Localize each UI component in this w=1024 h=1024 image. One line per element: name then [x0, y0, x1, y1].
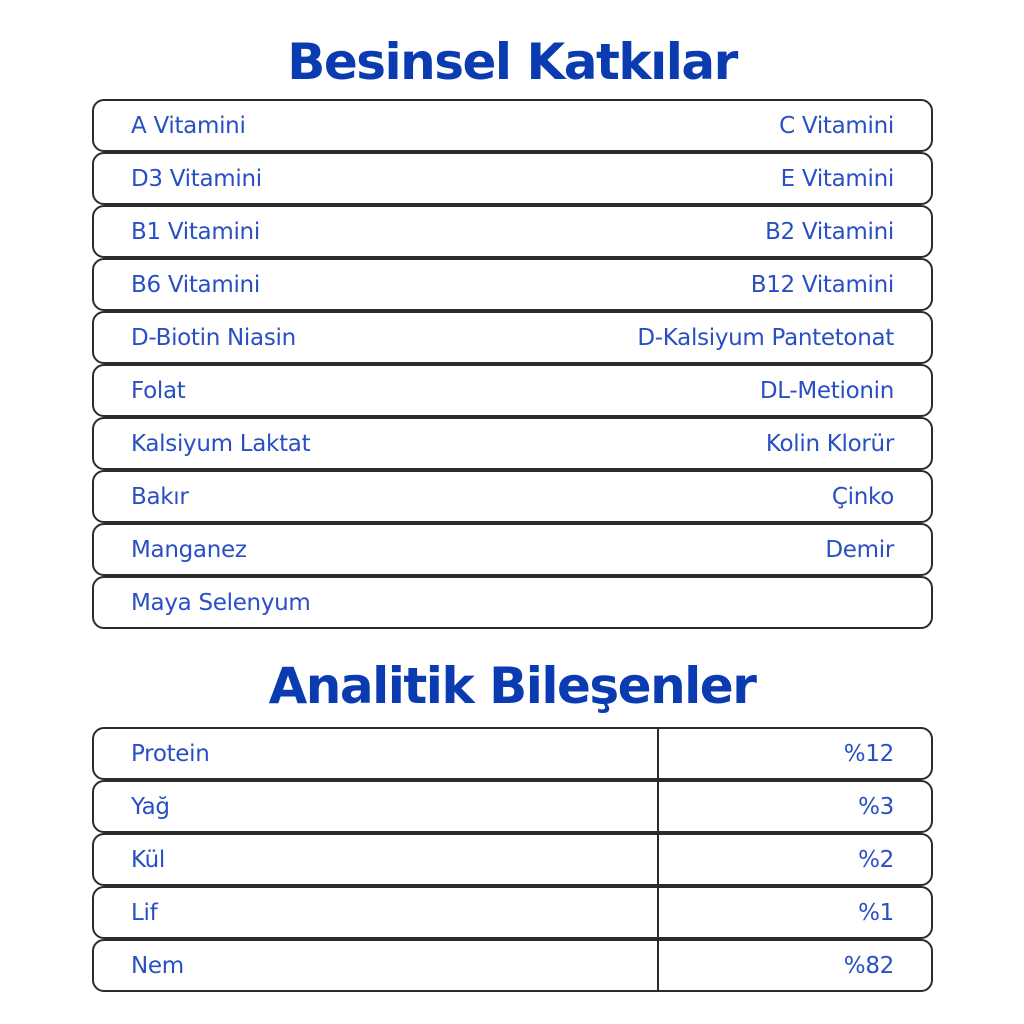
additive-left: B6 Vitamini [131, 272, 260, 298]
analytic-value: %1 [858, 900, 894, 926]
additive-left: Bakır [131, 484, 189, 510]
analytic-row: Nem %82 [92, 939, 933, 992]
additive-right: E Vitamini [780, 166, 895, 192]
additive-row: D-Biotin Niasin D-Kalsiyum Pantetonat [92, 311, 933, 364]
additive-right: Demir [825, 537, 894, 563]
column-divider [657, 782, 659, 831]
additive-right: B12 Vitamini [750, 272, 895, 298]
additive-left: Kalsiyum Laktat [131, 431, 311, 457]
additive-row: B1 Vitamini B2 Vitamini [92, 205, 933, 258]
column-divider [657, 729, 659, 778]
column-divider [657, 888, 659, 937]
additive-left: A Vitamini [131, 113, 246, 139]
additive-right: C Vitamini [779, 113, 894, 139]
additive-right: Çinko [831, 484, 894, 510]
analytic-name: Kül [131, 847, 166, 873]
analytic-value: %12 [843, 741, 895, 767]
analytics-title: Analitik Bileşenler [268, 657, 757, 715]
analytic-value: %82 [843, 953, 895, 979]
analytic-name: Nem [131, 953, 184, 979]
analytic-row: Lif %1 [92, 886, 933, 939]
additive-row: D3 Vitamini E Vitamini [92, 152, 933, 205]
additive-row: Kalsiyum Laktat Kolin Klorür [92, 417, 933, 470]
additive-row: Folat DL-Metionin [92, 364, 933, 417]
additives-table: A Vitamini C Vitamini D3 Vitamini E Vitamin… [92, 99, 933, 629]
analytics-table: Protein %12 Yağ %3 Kül %2 Lif %1 Nem %82 [92, 727, 933, 992]
additive-row: Bakır Çinko [92, 470, 933, 523]
analytic-name: Protein [131, 741, 210, 767]
additive-left: D3 Vitamini [131, 166, 262, 192]
additive-right: DL-Metionin [759, 378, 894, 404]
additive-left: Folat [131, 378, 186, 404]
column-divider [657, 835, 659, 884]
additive-right: B2 Vitamini [765, 219, 894, 245]
additive-left: Manganez [131, 537, 247, 563]
analytic-row: Protein %12 [92, 727, 933, 780]
additive-row: A Vitamini C Vitamini [92, 99, 933, 152]
analytic-value: %3 [858, 794, 894, 820]
additives-title: Besinsel Katkılar [287, 33, 738, 91]
additive-row: B6 Vitamini B12 Vitamini [92, 258, 933, 311]
column-divider [657, 941, 659, 990]
analytic-name: Lif [131, 900, 158, 926]
additive-row: Maya Selenyum [92, 576, 933, 629]
additive-left: B1 Vitamini [131, 219, 260, 245]
additive-right: Kolin Klorür [765, 431, 894, 457]
additive-row: Manganez Demir [92, 523, 933, 576]
analytic-row: Kül %2 [92, 833, 933, 886]
additive-left: D-Biotin Niasin [131, 325, 296, 351]
analytic-name: Yağ [131, 794, 170, 820]
analytic-value: %2 [858, 847, 894, 873]
additive-right: D-Kalsiyum Pantetonat [637, 325, 894, 351]
analytic-row: Yağ %3 [92, 780, 933, 833]
additive-left: Maya Selenyum [131, 590, 311, 616]
